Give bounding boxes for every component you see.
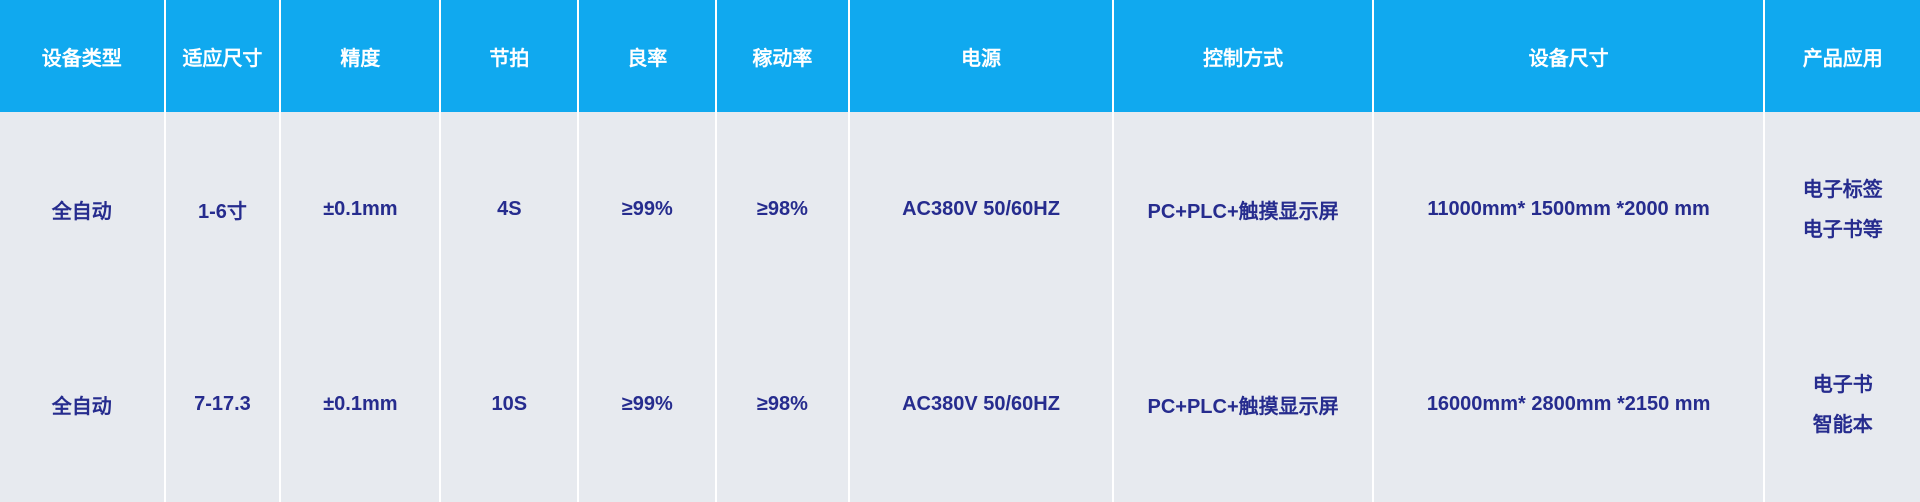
column-header-precision: 精度 <box>281 0 441 112</box>
column-header-size: 适应尺寸 <box>166 0 282 112</box>
cell-control: PC+PLC+触摸显示屏 <box>1114 307 1373 502</box>
cell-yield: ≥99% <box>579 112 717 307</box>
cell-device_type: 全自动 <box>0 307 166 502</box>
cell-cycle: 4S <box>441 112 579 307</box>
cell-precision: ±0.1mm <box>281 307 441 502</box>
cell-precision: ±0.1mm <box>281 112 441 307</box>
column-header-power: 电源 <box>850 0 1115 112</box>
column-header-dimensions: 设备尺寸 <box>1374 0 1766 112</box>
spec-table: 设备类型适应尺寸精度节拍良率稼动率电源控制方式设备尺寸产品应用 全自动1-6寸±… <box>0 0 1920 502</box>
table-row: 全自动7-17.3±0.1mm10S≥99%≥98%AC380V 50/60HZ… <box>0 307 1920 502</box>
cell-yield: ≥99% <box>579 307 717 502</box>
cell-dimensions: 11000mm* 1500mm *2000 mm <box>1374 112 1766 307</box>
table-body: 全自动1-6寸±0.1mm4S≥99%≥98%AC380V 50/60HZPC+… <box>0 112 1920 502</box>
table-row: 全自动1-6寸±0.1mm4S≥99%≥98%AC380V 50/60HZPC+… <box>0 112 1920 307</box>
cell-uptime: ≥98% <box>717 112 849 307</box>
cell-power: AC380V 50/60HZ <box>850 307 1115 502</box>
cell-power: AC380V 50/60HZ <box>850 112 1115 307</box>
column-header-device_type: 设备类型 <box>0 0 166 112</box>
column-header-application: 产品应用 <box>1765 0 1920 112</box>
cell-size: 1-6寸 <box>166 112 282 307</box>
cell-control: PC+PLC+触摸显示屏 <box>1114 112 1373 307</box>
cell-application: 电子书智能本 <box>1765 307 1920 502</box>
column-header-yield: 良率 <box>579 0 717 112</box>
cell-application: 电子标签电子书等 <box>1765 112 1920 307</box>
cell-size: 7-17.3 <box>166 307 282 502</box>
cell-device_type: 全自动 <box>0 112 166 307</box>
column-header-control: 控制方式 <box>1114 0 1373 112</box>
table-header-row: 设备类型适应尺寸精度节拍良率稼动率电源控制方式设备尺寸产品应用 <box>0 0 1920 112</box>
cell-cycle: 10S <box>441 307 579 502</box>
cell-dimensions: 16000mm* 2800mm *2150 mm <box>1374 307 1766 502</box>
column-header-cycle: 节拍 <box>441 0 579 112</box>
cell-uptime: ≥98% <box>717 307 849 502</box>
column-header-uptime: 稼动率 <box>717 0 849 112</box>
